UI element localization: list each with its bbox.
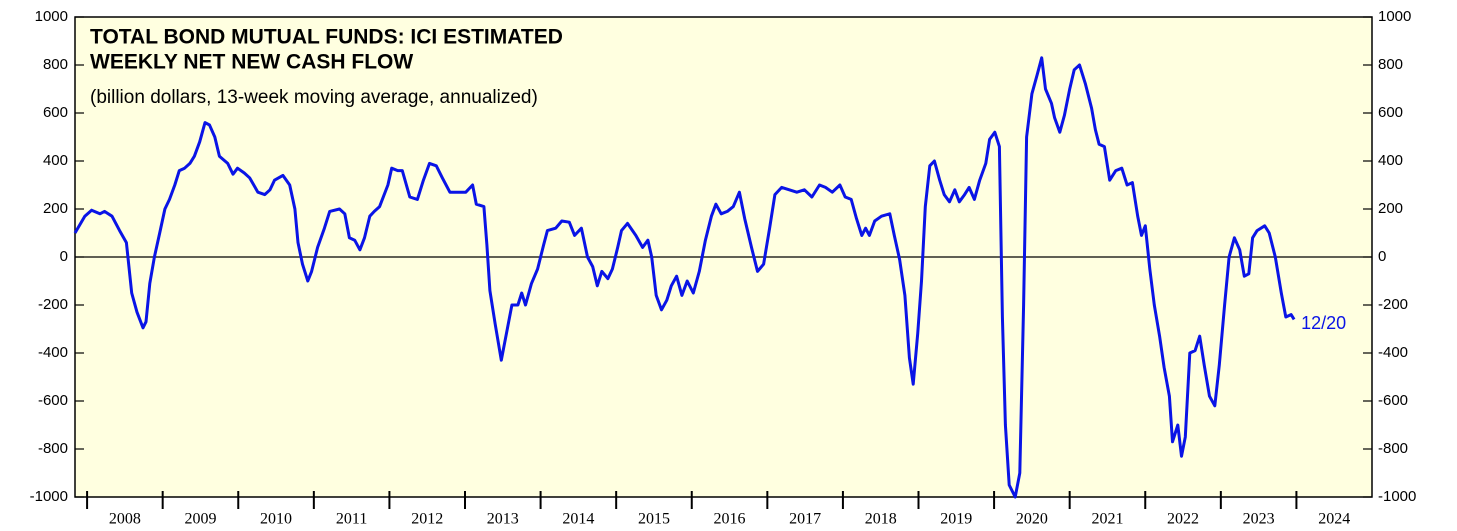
x-tick-label: 2009	[184, 511, 216, 528]
x-tick-label: 2015	[638, 511, 670, 528]
y2-tick-label: -400	[1378, 344, 1408, 361]
y-tick-label: 800	[43, 56, 68, 73]
y-tick-label: -1000	[30, 488, 68, 505]
x-tick-label: 2019	[940, 511, 972, 528]
y-tick-label: 400	[43, 152, 68, 169]
x-tick-label: 2020	[1016, 511, 1048, 528]
y-tick-label: -600	[38, 392, 68, 409]
x-tick-label: 2010	[260, 511, 292, 528]
y2-tick-label: -600	[1378, 392, 1408, 409]
y2-tick-label: 800	[1378, 56, 1403, 73]
chart-subtitle: (billion dollars, 13-week moving average…	[90, 87, 538, 108]
data-line	[73, 56, 1296, 499]
chart-title: TOTAL BOND MUTUAL FUNDS: ICI ESTIMATED	[90, 26, 563, 49]
y2-tick-label: 600	[1378, 104, 1403, 121]
y2-tick-label: 200	[1378, 200, 1403, 217]
x-tick-label: 2024	[1318, 511, 1350, 528]
chart-title: WEEKLY NET NEW CASH FLOW	[90, 51, 413, 74]
x-tick-label: 2023	[1243, 511, 1275, 528]
x-tick-label: 2016	[714, 511, 746, 528]
y-tick-label: 600	[43, 104, 68, 121]
x-tick-label: 2014	[562, 511, 594, 528]
y-tick-label: 1000	[35, 8, 68, 25]
x-tick-label: 2013	[487, 511, 519, 528]
y2-tick-label: 1000	[1378, 8, 1411, 25]
y2-tick-label: 400	[1378, 152, 1403, 169]
y2-tick-label: 0	[1378, 248, 1386, 265]
y-tick-label: -200	[38, 296, 68, 313]
y-tick-label: 200	[43, 200, 68, 217]
x-tick-label: 2021	[1091, 511, 1123, 528]
y2-tick-label: -800	[1378, 440, 1408, 457]
x-tick-label: 2011	[336, 511, 367, 528]
y-tick-label: -800	[38, 440, 68, 457]
x-tick-label: 2012	[411, 511, 443, 528]
y2-tick-label: -200	[1378, 296, 1408, 313]
annotation: 12/20	[1301, 313, 1346, 333]
x-tick-label: 2017	[789, 511, 821, 528]
y2-tick-label: -1000	[1378, 488, 1416, 505]
y-tick-label: 0	[60, 248, 68, 265]
x-tick-label: 2008	[109, 511, 141, 528]
x-tick-label: 2018	[865, 511, 897, 528]
x-tick-label: 2022	[1167, 511, 1199, 528]
y-tick-label: -400	[38, 344, 68, 361]
